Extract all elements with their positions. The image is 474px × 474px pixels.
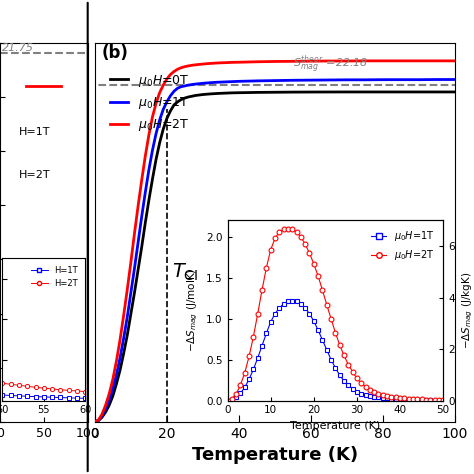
Y-axis label: $-\Delta S_{mag}$ (J/kgK): $-\Delta S_{mag}$ (J/kgK) [460,272,474,349]
Legend: H=1T, H=2T: H=1T, H=2T [27,263,81,292]
Y-axis label: $-\Delta S_{mag}$ (J/molK): $-\Delta S_{mag}$ (J/molK) [186,268,201,353]
Text: (b): (b) [102,44,129,62]
Text: $T_{\rm CI}$: $T_{\rm CI}$ [172,262,198,283]
X-axis label: Temperature (K): Temperature (K) [192,447,358,464]
Text: H=2T: H=2T [19,170,51,180]
Legend: $\mu_0H$=0T, $\mu_0H$=1T, $\mu_0H$=2T: $\mu_0H$=0T, $\mu_0H$=1T, $\mu_0H$=2T [105,68,195,138]
Text: $S_{mag}^{theor.}$=22.18: $S_{mag}^{theor.}$=22.18 [293,54,368,76]
X-axis label: Temperature (K): Temperature (K) [290,421,381,431]
Legend: $\mu_0H$=1T, $\mu_0H$=2T: $\mu_0H$=1T, $\mu_0H$=2T [367,225,438,266]
Text: H=1T: H=1T [19,127,51,137]
Text: 21.75: 21.75 [2,43,34,53]
